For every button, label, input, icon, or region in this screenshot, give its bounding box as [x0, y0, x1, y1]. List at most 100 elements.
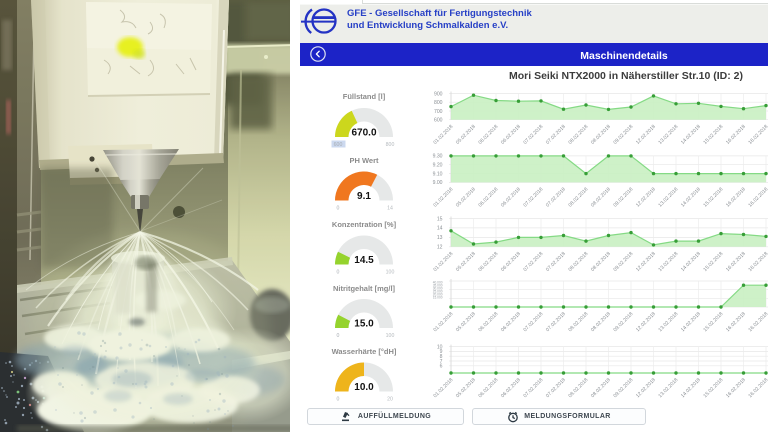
svg-text:14: 14 [437, 226, 443, 232]
svg-text:13.02.2018: 13.02.2018 [657, 124, 679, 146]
svg-text:08.02.2018: 08.02.2018 [590, 124, 612, 146]
svg-text:14.02.2018: 14.02.2018 [680, 311, 702, 333]
svg-text:15: 15 [437, 216, 443, 222]
svg-text:12.02.2018: 12.02.2018 [635, 186, 657, 208]
svg-text:15.000: 15.000 [433, 296, 443, 300]
svg-text:06.02.2018: 06.02.2018 [500, 186, 522, 208]
svg-text:08.02.2018: 08.02.2018 [567, 186, 589, 208]
svg-text:14: 14 [387, 206, 393, 212]
svg-text:900: 900 [434, 91, 443, 97]
svg-text:13.02.2018: 13.02.2018 [657, 377, 679, 399]
svg-text:08.02.2018: 08.02.2018 [567, 377, 589, 399]
svg-text:0: 0 [337, 397, 340, 403]
svg-text:700: 700 [434, 109, 443, 115]
svg-text:08.02.2018: 08.02.2018 [590, 251, 612, 273]
svg-text:670.0: 670.0 [351, 128, 376, 139]
svg-text:06.02.2018: 06.02.2018 [477, 186, 499, 208]
svg-text:10.0: 10.0 [354, 382, 374, 393]
svg-text:05.02.2018: 05.02.2018 [455, 251, 477, 273]
svg-text:05.02.2018: 05.02.2018 [455, 186, 477, 208]
svg-text:35.000: 35.000 [433, 284, 443, 288]
svg-text:05.02.2018: 05.02.2018 [455, 311, 477, 333]
svg-text:13.02.2018: 13.02.2018 [657, 251, 679, 273]
svg-text:15.02.2018: 15.02.2018 [702, 377, 724, 399]
svg-text:09.02.2018: 09.02.2018 [612, 124, 634, 146]
svg-text:14.5: 14.5 [354, 255, 374, 266]
svg-text:600: 600 [434, 118, 443, 124]
svg-text:07.02.2018: 07.02.2018 [545, 251, 567, 273]
svg-text:9.00: 9.00 [433, 180, 443, 186]
svg-text:07.02.2018: 07.02.2018 [545, 124, 567, 146]
svg-text:10: 10 [437, 344, 443, 350]
svg-text:30.000: 30.000 [433, 287, 443, 291]
svg-text:16.02.2018: 16.02.2018 [747, 124, 768, 146]
svg-text:08.02.2018: 08.02.2018 [567, 124, 589, 146]
svg-text:9.20: 9.20 [433, 163, 443, 169]
svg-text:20.000: 20.000 [433, 293, 443, 297]
svg-text:01.02.2018: 01.02.2018 [432, 186, 454, 208]
svg-text:16.02.2018: 16.02.2018 [725, 311, 747, 333]
svg-text:09.02.2018: 09.02.2018 [612, 251, 634, 273]
svg-text:100: 100 [386, 270, 395, 276]
svg-text:7: 7 [440, 359, 443, 365]
svg-text:09.02.2018: 09.02.2018 [612, 311, 634, 333]
svg-text:40.000: 40.000 [433, 281, 443, 285]
svg-text:9.10: 9.10 [433, 171, 443, 177]
svg-text:0: 0 [337, 333, 340, 339]
svg-text:01.02.2018: 01.02.2018 [432, 251, 454, 273]
svg-text:16.02.2018: 16.02.2018 [747, 311, 768, 333]
svg-text:12.02.2018: 12.02.2018 [635, 124, 657, 146]
svg-text:16.02.2018: 16.02.2018 [725, 124, 747, 146]
svg-text:13.02.2018: 13.02.2018 [657, 186, 679, 208]
svg-text:07.02.2018: 07.02.2018 [545, 377, 567, 399]
svg-text:13: 13 [437, 235, 443, 241]
svg-text:6: 6 [440, 364, 443, 370]
svg-text:06.02.2018: 06.02.2018 [477, 251, 499, 273]
svg-text:08.02.2018: 08.02.2018 [567, 251, 589, 273]
svg-text:15.02.2018: 15.02.2018 [702, 251, 724, 273]
svg-text:15.02.2018: 15.02.2018 [702, 124, 724, 146]
svg-text:14.02.2018: 14.02.2018 [680, 186, 702, 208]
svg-text:06.02.2018: 06.02.2018 [477, 124, 499, 146]
svg-text:06.02.2018: 06.02.2018 [477, 377, 499, 399]
svg-text:12.02.2018: 12.02.2018 [635, 377, 657, 399]
svg-text:16.02.2018: 16.02.2018 [747, 251, 768, 273]
svg-text:15.02.2018: 15.02.2018 [702, 311, 724, 333]
svg-text:800: 800 [434, 100, 443, 106]
svg-text:08.02.2018: 08.02.2018 [590, 186, 612, 208]
svg-text:07.02.2018: 07.02.2018 [522, 311, 544, 333]
svg-text:8: 8 [440, 354, 443, 360]
svg-text:01.02.2018: 01.02.2018 [432, 377, 454, 399]
svg-text:06.02.2018: 06.02.2018 [477, 311, 499, 333]
svg-text:14.02.2018: 14.02.2018 [680, 124, 702, 146]
svg-text:9: 9 [440, 349, 443, 355]
svg-text:06.02.2018: 06.02.2018 [500, 124, 522, 146]
svg-text:600: 600 [334, 142, 343, 148]
svg-text:05.02.2018: 05.02.2018 [455, 377, 477, 399]
svg-text:20: 20 [387, 397, 393, 403]
svg-text:15.02.2018: 15.02.2018 [702, 186, 724, 208]
svg-text:16.02.2018: 16.02.2018 [725, 251, 747, 273]
svg-text:01.02.2018: 01.02.2018 [432, 311, 454, 333]
svg-text:16.02.2018: 16.02.2018 [747, 186, 768, 208]
svg-text:15.0: 15.0 [354, 319, 374, 330]
svg-text:0: 0 [337, 270, 340, 276]
svg-text:05.02.2018: 05.02.2018 [455, 124, 477, 146]
svg-text:12.02.2018: 12.02.2018 [635, 251, 657, 273]
svg-text:9.1: 9.1 [357, 191, 371, 202]
svg-text:08.02.2018: 08.02.2018 [590, 311, 612, 333]
svg-text:08.02.2018: 08.02.2018 [567, 311, 589, 333]
svg-text:16.02.2018: 16.02.2018 [725, 186, 747, 208]
svg-text:12.02.2018: 12.02.2018 [635, 311, 657, 333]
svg-text:16.02.2018: 16.02.2018 [725, 377, 747, 399]
svg-text:06.02.2018: 06.02.2018 [500, 251, 522, 273]
svg-text:07.02.2018: 07.02.2018 [522, 251, 544, 273]
svg-text:14.02.2018: 14.02.2018 [680, 377, 702, 399]
svg-text:800: 800 [386, 142, 395, 148]
svg-text:16.02.2018: 16.02.2018 [747, 377, 768, 399]
svg-text:12: 12 [437, 245, 443, 251]
svg-text:06.02.2018: 06.02.2018 [500, 311, 522, 333]
svg-text:25.000: 25.000 [433, 290, 443, 294]
svg-text:09.02.2018: 09.02.2018 [612, 377, 634, 399]
svg-text:06.02.2018: 06.02.2018 [500, 377, 522, 399]
